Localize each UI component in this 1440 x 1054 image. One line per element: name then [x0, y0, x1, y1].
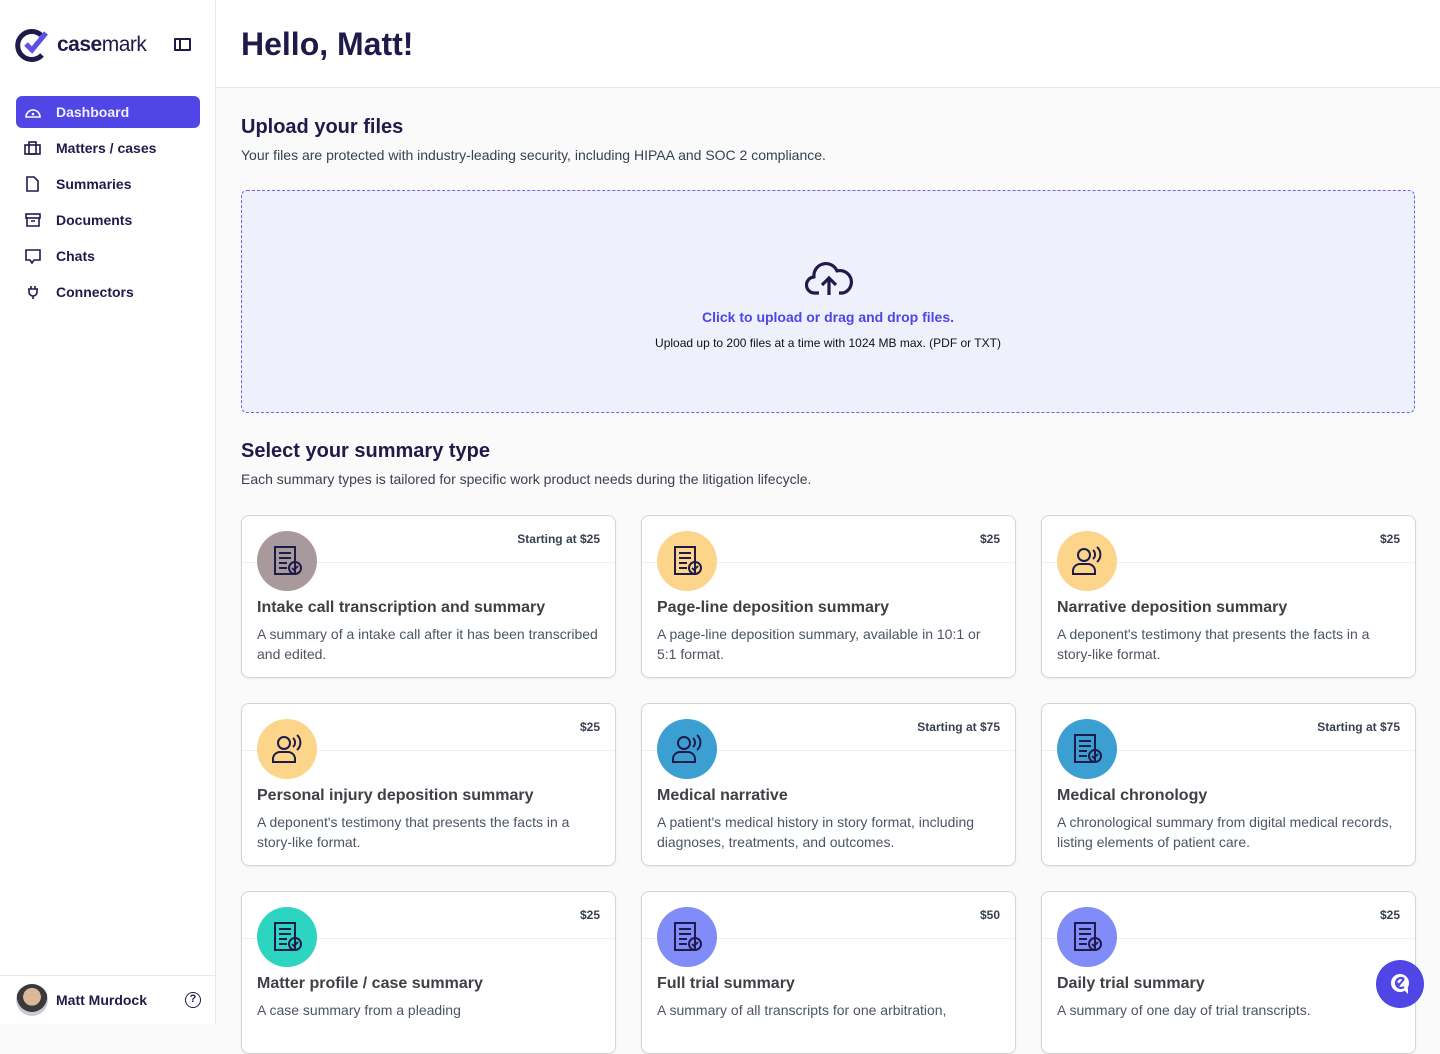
- upload-subtitle: Your files are protected with industry-l…: [241, 147, 826, 163]
- summary-card[interactable]: $25 Daily trial summary A summary of one…: [1041, 891, 1416, 1054]
- card-price: Starting at $75: [1317, 720, 1400, 734]
- upload-link[interactable]: Click to upload or drag and drop files.: [701, 309, 955, 325]
- card-price: Starting at $25: [517, 532, 600, 546]
- card-divider: [242, 750, 615, 751]
- summary-card[interactable]: Starting at $25 Intake call transcriptio…: [241, 515, 616, 678]
- help-icon[interactable]: ?: [185, 992, 201, 1008]
- casemark-logo[interactable]: casemark: [15, 28, 147, 62]
- card-description: A case summary from a pleading: [257, 1002, 461, 1018]
- medical-person-icon: [657, 719, 717, 779]
- upload-title: Upload your files: [241, 116, 404, 138]
- card-divider: [1042, 938, 1415, 939]
- scales-document-icon: [1057, 907, 1117, 967]
- cloud-upload-icon: [805, 262, 853, 295]
- card-description: A chronological summary from digital med…: [1057, 814, 1393, 850]
- card-title: Medical narrative: [657, 787, 788, 804]
- medical-record-icon: [1057, 719, 1117, 779]
- summary-card[interactable]: $25 Personal injury deposition summary A…: [241, 703, 616, 866]
- card-description: A patient's medical history in story for…: [657, 814, 975, 850]
- card-divider: [642, 562, 1015, 563]
- sidebar: casemark Dashboard Matters / cases Summa…: [0, 0, 216, 1024]
- card-divider: [1042, 562, 1415, 563]
- card-description: A summary of one day of trial transcript…: [1057, 1002, 1311, 1018]
- card-title: Daily trial summary: [1057, 975, 1205, 992]
- injured-person-icon: [257, 719, 317, 779]
- card-title: Medical chronology: [1057, 787, 1208, 804]
- card-price: $25: [1379, 532, 1400, 546]
- briefcase-icon: [24, 140, 41, 157]
- document-check-icon: [657, 531, 717, 591]
- summary-card[interactable]: Starting at $75 Medical narrative A pati…: [641, 703, 1016, 866]
- chat-icon: [24, 248, 41, 265]
- logo-text-bold: case: [57, 33, 102, 56]
- card-title: Intake call transcription and summary: [257, 599, 546, 616]
- summary-card[interactable]: $50 Full trial summary A summary of all …: [641, 891, 1016, 1054]
- page-header: Hello, Matt!: [216, 0, 1440, 88]
- summary-card[interactable]: $25 Narrative deposition summary A depon…: [1041, 515, 1416, 678]
- card-title: Page-line deposition summary: [657, 599, 890, 616]
- user-name: Matt Murdock: [56, 992, 147, 1008]
- avatar: [16, 984, 48, 1016]
- card-title: Full trial summary: [657, 975, 795, 992]
- user-profile[interactable]: Matt Murdock ?: [0, 975, 215, 1024]
- scales-document-icon: [657, 907, 717, 967]
- sidebar-item-connectors[interactable]: Connectors: [16, 276, 200, 308]
- sidebar-nav: Dashboard Matters / cases Summaries Docu…: [16, 96, 200, 312]
- sidebar-toggle-icon[interactable]: [174, 38, 191, 51]
- sidebar-item-label: Matters / cases: [56, 140, 157, 156]
- sidebar-item-matters[interactable]: Matters / cases: [16, 132, 200, 164]
- upload-note: Upload up to 200 files at a time with 10…: [655, 336, 1001, 350]
- card-price: $25: [1379, 908, 1400, 922]
- card-divider: [642, 938, 1015, 939]
- summary-card[interactable]: $25 Page-line deposition summary A page-…: [641, 515, 1016, 678]
- card-title: Matter profile / case summary: [257, 975, 483, 992]
- summary-title: Select your summary type: [241, 440, 490, 462]
- logo-text-light: mark: [101, 33, 147, 56]
- card-price: $25: [979, 532, 1000, 546]
- archive-icon: [24, 212, 41, 229]
- sidebar-item-label: Dashboard: [56, 104, 130, 120]
- card-price: $25: [579, 908, 600, 922]
- sidebar-item-documents[interactable]: Documents: [16, 204, 200, 236]
- briefcase-check-icon: [257, 907, 317, 967]
- card-price: $25: [579, 720, 600, 734]
- summary-card[interactable]: $25 Matter profile / case summary A case…: [241, 891, 616, 1054]
- sidebar-item-label: Chats: [56, 248, 95, 264]
- card-description: A deponent's testimony that presents the…: [257, 814, 570, 850]
- card-description: A page-line deposition summary, availabl…: [657, 626, 981, 662]
- summary-subtitle: Each summary types is tailored for speci…: [241, 471, 812, 487]
- summary-card[interactable]: Starting at $75 Medical chronology A chr…: [1041, 703, 1416, 866]
- card-price: Starting at $75: [917, 720, 1000, 734]
- chat-assistant-button[interactable]: [1376, 960, 1424, 1008]
- card-description: A summary of all transcripts for one arb…: [657, 1002, 947, 1018]
- document-icon: [24, 176, 41, 193]
- logo-check-icon: [15, 29, 48, 62]
- sidebar-item-label: Documents: [56, 212, 133, 228]
- card-divider: [242, 562, 615, 563]
- card-title: Narrative deposition summary: [1057, 599, 1288, 616]
- sidebar-item-summaries[interactable]: Summaries: [16, 168, 200, 200]
- card-divider: [1042, 750, 1415, 751]
- transcript-audio-icon: [257, 531, 317, 591]
- plug-icon: [24, 284, 41, 301]
- card-divider: [642, 750, 1015, 751]
- sidebar-item-label: Summaries: [56, 176, 132, 192]
- assistant-icon: [1391, 974, 1409, 994]
- person-speaking-icon: [1057, 531, 1117, 591]
- gauge-icon: [24, 104, 41, 121]
- card-title: Personal injury deposition summary: [257, 787, 534, 804]
- card-description: A summary of a intake call after it has …: [257, 626, 598, 662]
- upload-dropzone[interactable]: Click to upload or drag and drop files. …: [241, 190, 1415, 413]
- card-divider: [242, 938, 615, 939]
- sidebar-item-label: Connectors: [56, 284, 134, 300]
- sidebar-item-chats[interactable]: Chats: [16, 240, 200, 272]
- page-title: Hello, Matt!: [241, 26, 414, 62]
- card-price: $50: [979, 908, 1000, 922]
- card-description: A deponent's testimony that presents the…: [1057, 626, 1370, 662]
- sidebar-item-dashboard[interactable]: Dashboard: [16, 96, 200, 128]
